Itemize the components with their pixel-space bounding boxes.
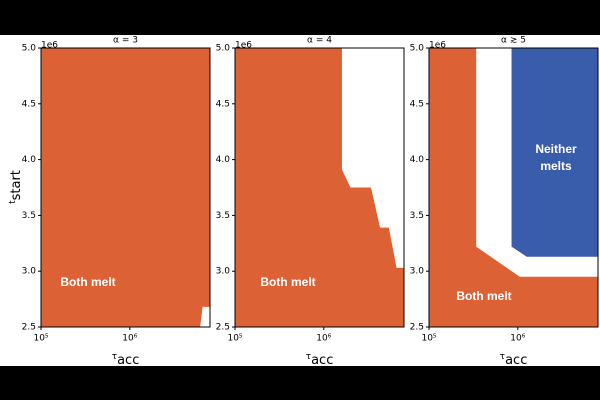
annotation: melts bbox=[540, 159, 572, 173]
offset-label: 1e6 bbox=[235, 41, 252, 51]
annotation: Both melt bbox=[60, 275, 115, 289]
region bbox=[511, 48, 598, 257]
panel-title: α = 3 bbox=[113, 36, 138, 46]
top-bar bbox=[0, 0, 600, 35]
axes-frame bbox=[234, 47, 405, 328]
y-axis-label: tstart bbox=[8, 170, 24, 204]
axes-frame bbox=[40, 47, 211, 328]
y-tick-label: 2.5 bbox=[216, 323, 230, 333]
region bbox=[41, 48, 210, 327]
annotation: Both melt bbox=[456, 289, 511, 303]
y-tick-label: 2.5 bbox=[410, 323, 424, 333]
y-tick-label: 3.0 bbox=[410, 267, 425, 277]
x-tick-label: 10⁵ bbox=[33, 334, 48, 344]
x-label-subscript: acc bbox=[311, 353, 333, 368]
x-label-subscript: acc bbox=[505, 353, 527, 368]
y-tick-label: 4.5 bbox=[216, 99, 230, 109]
x-tick-label: 10⁶ bbox=[510, 334, 525, 344]
axes-frame bbox=[428, 47, 599, 328]
y-label-symbol: t bbox=[8, 200, 18, 204]
y-label-subscript: start bbox=[9, 170, 24, 200]
y-tick-label: 4.0 bbox=[22, 155, 37, 165]
x-label-symbol: τ bbox=[306, 352, 311, 362]
panel-title: α ≳ 5 bbox=[501, 36, 526, 46]
x-axis-label: τacc bbox=[500, 352, 528, 368]
offset-label: 1e6 bbox=[429, 41, 446, 51]
y-tick-label: 5.0 bbox=[216, 44, 231, 54]
x-label-symbol: τ bbox=[500, 352, 505, 362]
x-label-symbol: τ bbox=[112, 352, 117, 362]
y-tick-label: 3.0 bbox=[22, 267, 37, 277]
y-tick-label: 4.0 bbox=[410, 155, 425, 165]
y-tick-label: 3.5 bbox=[216, 211, 230, 221]
y-tick-label: 3.0 bbox=[216, 267, 231, 277]
y-tick-label: 2.5 bbox=[22, 323, 36, 333]
annotation: Neither bbox=[535, 142, 577, 156]
y-tick-label: 4.5 bbox=[22, 99, 36, 109]
offset-label: 1e6 bbox=[41, 41, 58, 51]
panel-title: α = 4 bbox=[307, 36, 332, 46]
y-tick-label: 5.0 bbox=[22, 44, 37, 54]
y-tick-label: 4.5 bbox=[410, 99, 424, 109]
x-tick-label: 10⁶ bbox=[316, 334, 331, 344]
annotation: Both melt bbox=[260, 275, 315, 289]
y-tick-label: 3.5 bbox=[22, 211, 36, 221]
x-tick-label: 10⁶ bbox=[122, 334, 137, 344]
bottom-bar bbox=[0, 366, 600, 400]
y-tick-label: 3.5 bbox=[410, 211, 424, 221]
x-axis-label: τacc bbox=[112, 352, 140, 368]
region bbox=[235, 48, 404, 327]
x-label-subscript: acc bbox=[117, 353, 139, 368]
x-tick-label: 10⁵ bbox=[227, 334, 242, 344]
y-tick-label: 4.0 bbox=[216, 155, 231, 165]
x-tick-label: 10⁵ bbox=[421, 334, 436, 344]
y-tick-label: 5.0 bbox=[410, 44, 425, 54]
x-axis-label: τacc bbox=[306, 352, 334, 368]
region bbox=[429, 48, 598, 327]
